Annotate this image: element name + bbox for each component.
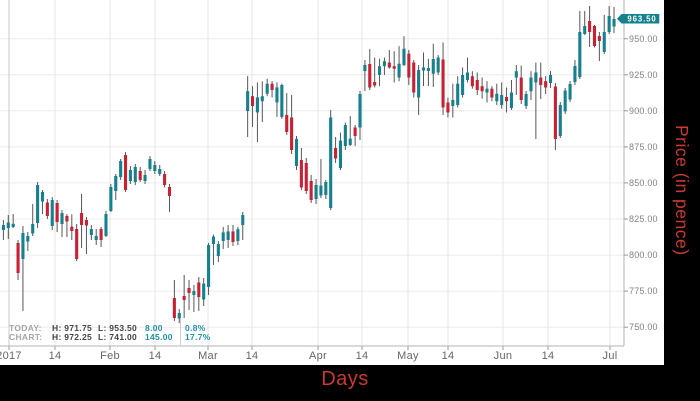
svg-text:963.50: 963.50 xyxy=(627,15,656,24)
